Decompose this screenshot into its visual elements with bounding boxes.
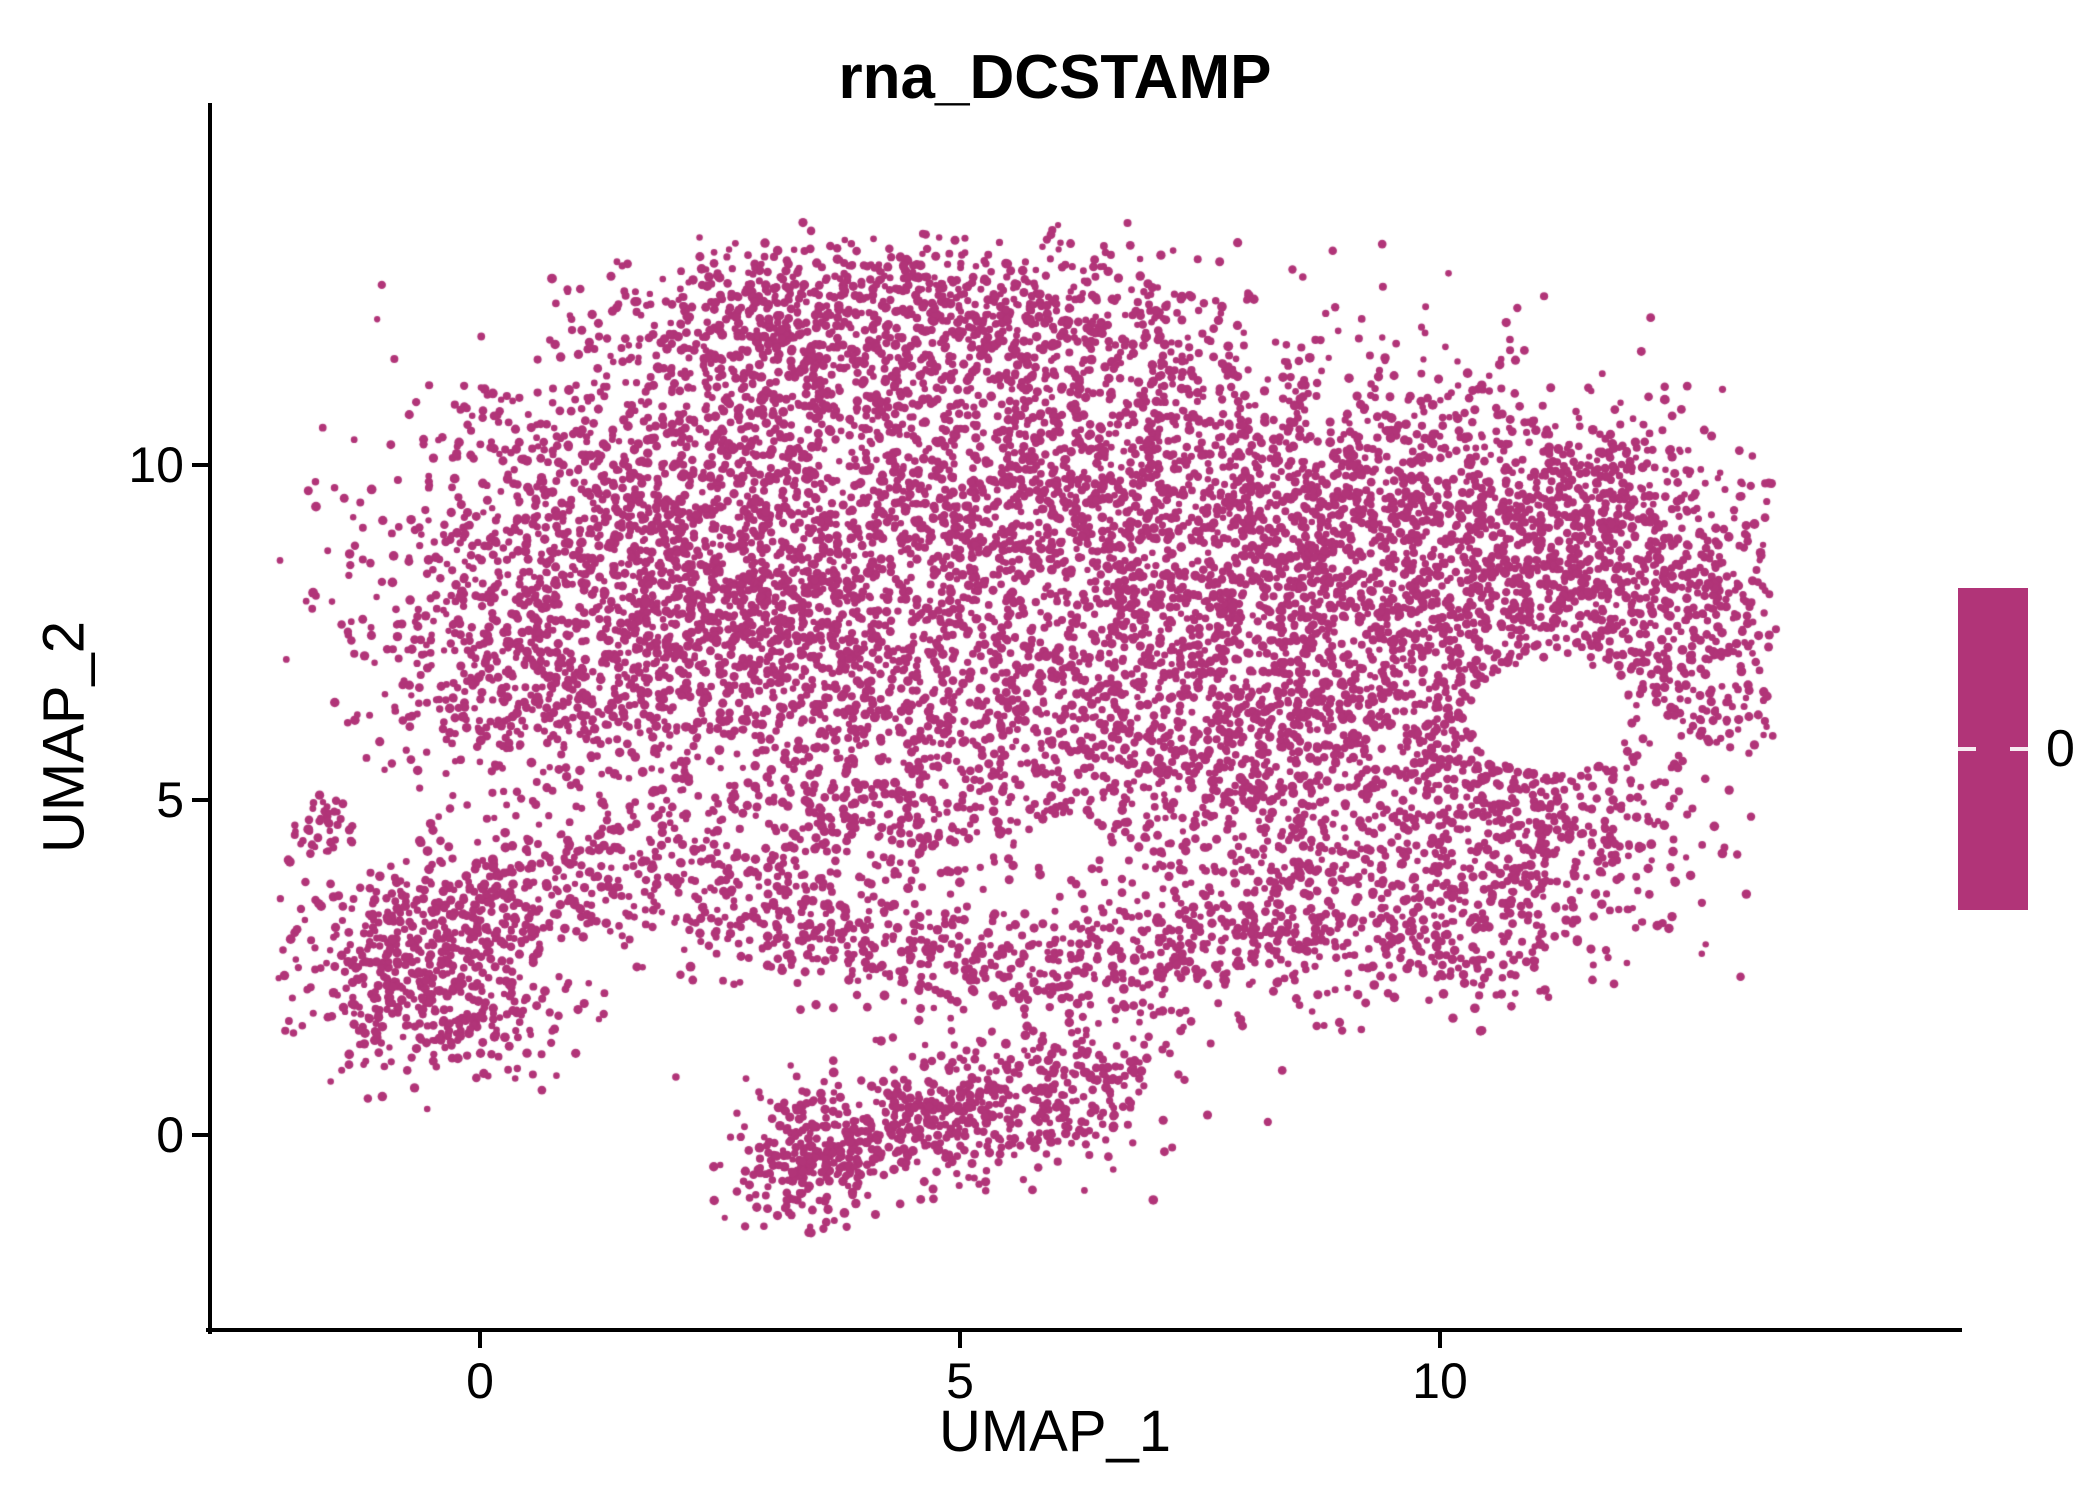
x-axis-title: UMAP_1: [938, 1399, 1172, 1464]
chart-title: rna_DCSTAMP: [838, 43, 1272, 112]
x-tick-label: 10: [1412, 1353, 1468, 1409]
x-axis-tick-marks: [477, 1328, 1442, 1348]
y-axis-tick-marks: [192, 462, 212, 1138]
x-tick-label: 0: [466, 1353, 494, 1409]
y-axis-title: UMAP_2: [31, 620, 97, 854]
y-tick-label: 5: [156, 772, 184, 828]
y-tick-label: 0: [156, 1107, 184, 1163]
x-tick-label: 5: [946, 1353, 974, 1409]
y-tick-label: 10: [128, 436, 184, 493]
